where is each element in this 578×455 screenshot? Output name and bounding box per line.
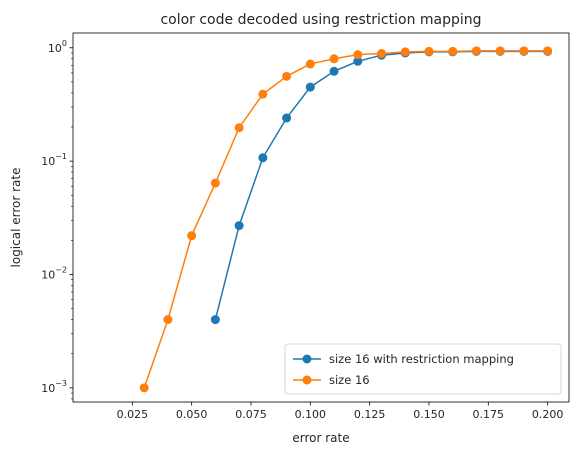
- data-point: [353, 56, 363, 66]
- data-point: [234, 221, 244, 231]
- data-point: [329, 66, 339, 76]
- data-point: [139, 383, 149, 393]
- x-axis-label: error rate: [292, 431, 349, 445]
- data-point: [471, 46, 481, 56]
- data-point: [305, 82, 315, 92]
- y-axis: 10−3 10−2 10−1 100: [41, 39, 73, 400]
- y-tick-label: 10−2: [41, 265, 67, 281]
- x-tick-label: 0.125: [354, 408, 386, 421]
- x-tick-label: 0.200: [532, 408, 564, 421]
- legend-swatch-marker: [302, 375, 312, 385]
- x-tick-label: 0.075: [235, 408, 267, 421]
- x-tick-label: 0.175: [473, 408, 505, 421]
- data-point: [163, 315, 173, 325]
- y-tick-label: 10−1: [41, 152, 67, 168]
- x-tick-label: 0.100: [295, 408, 327, 421]
- x-tick-label: 0.050: [176, 408, 208, 421]
- data-point: [210, 315, 220, 325]
- data-point: [353, 50, 363, 60]
- data-point: [424, 46, 434, 56]
- x-tick-label: 0.025: [117, 408, 149, 421]
- data-point: [519, 46, 529, 56]
- data-point: [282, 113, 292, 123]
- data-point: [495, 46, 505, 56]
- data-point: [448, 46, 458, 56]
- data-point: [258, 89, 268, 99]
- y-tick-label: 100: [48, 39, 67, 55]
- y-tick-label: 10−3: [41, 379, 67, 395]
- y-axis-label: logical error rate: [9, 168, 23, 268]
- x-axis: 0.025 0.050 0.075 0.100 0.125 0.150 0.175 0.200: [117, 402, 564, 421]
- legend-swatch-marker: [302, 354, 312, 364]
- data-point: [377, 49, 387, 59]
- data-point: [282, 71, 292, 81]
- legend: size 16 with restriction mapping size 16: [284, 343, 562, 395]
- data-point: [329, 54, 339, 64]
- data-point: [258, 153, 268, 163]
- data-point: [305, 59, 315, 69]
- data-point: [234, 123, 244, 133]
- legend-label: size 16 with restriction mapping: [329, 352, 514, 366]
- x-tick-label: 0.150: [413, 408, 445, 421]
- series-1: [139, 46, 553, 393]
- series-layer: [139, 46, 553, 393]
- data-point: [543, 46, 553, 56]
- chart-title: color code decoded using restriction map…: [160, 12, 481, 28]
- legend-box: [284, 343, 562, 395]
- data-point: [400, 47, 410, 57]
- data-point: [210, 178, 220, 188]
- data-point: [187, 231, 197, 241]
- legend-label: size 16: [329, 373, 370, 387]
- plot-frame: [72, 32, 570, 403]
